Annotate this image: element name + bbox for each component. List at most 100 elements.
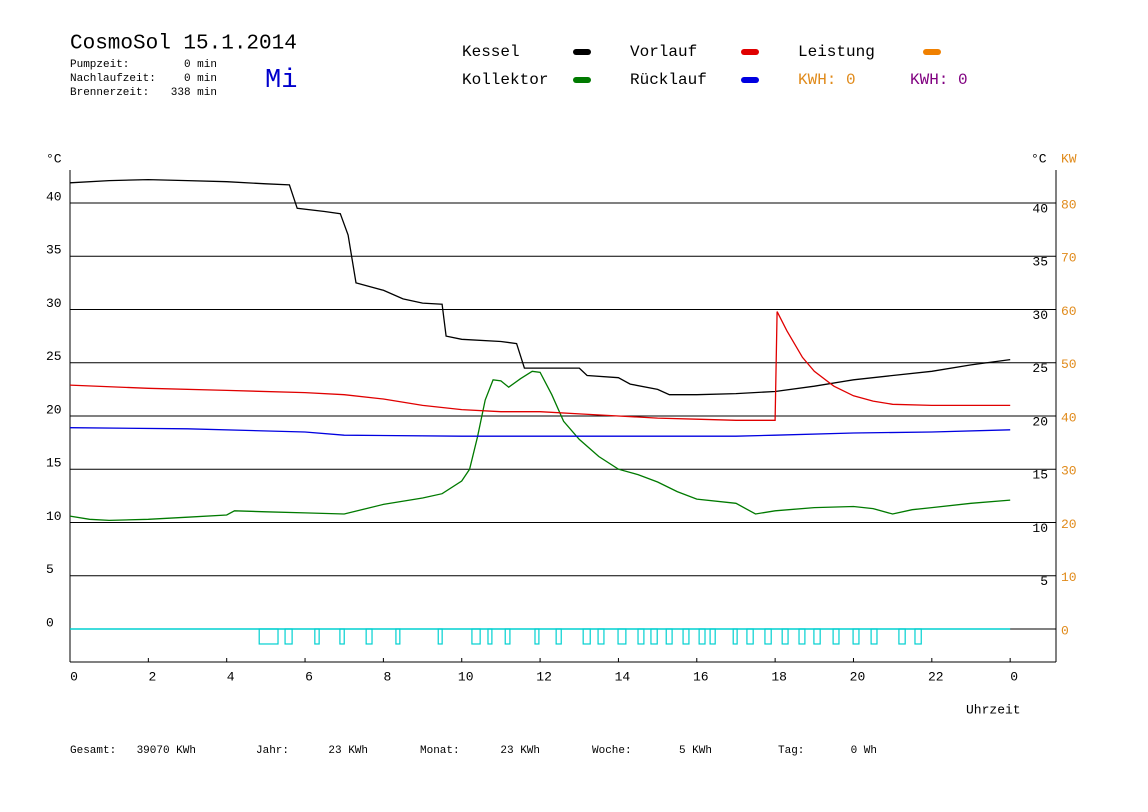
footer-value: 5 KWh: [679, 745, 712, 757]
pump-interval: [582, 628, 591, 645]
y2-tick-label: 0: [1061, 623, 1069, 638]
x-tick-label: 10: [458, 669, 474, 684]
y-tick-label-right: 20: [1032, 414, 1048, 429]
series-line: [69, 370, 1011, 522]
footer-value: 23 KWh: [328, 745, 368, 757]
y2-unit: KW: [1061, 151, 1077, 166]
legend-label: Leistung: [798, 43, 875, 61]
y-tick-label-right: 15: [1032, 468, 1048, 483]
y-tick-label: 25: [46, 349, 62, 364]
y2-tick-label: 10: [1061, 570, 1077, 585]
pump-interval: [637, 628, 645, 645]
x-tick-label: 8: [383, 669, 391, 684]
footer-value: 23 KWh: [500, 745, 540, 757]
stat-label: Brennerzeit:: [70, 87, 149, 99]
pump-interval: [534, 628, 540, 645]
footer-label: Woche:: [592, 745, 632, 757]
stat-value: 0 min: [184, 59, 217, 71]
stat-label: Pumpzeit:: [70, 59, 129, 71]
pump-interval: [665, 628, 673, 645]
pump-interval: [898, 628, 906, 645]
weekday: Mi: [265, 66, 297, 96]
pump-interval: [555, 628, 562, 645]
kwh-label: KWH: 0: [910, 71, 968, 89]
y-unit-right: °C: [1031, 151, 1047, 166]
pump-interval: [870, 628, 878, 645]
legend-label: Vorlauf: [630, 43, 697, 61]
y-tick-label-right: 10: [1032, 521, 1048, 536]
y-tick-label: 0: [46, 615, 54, 630]
y-tick-label: 20: [46, 402, 62, 417]
pump-interval: [832, 628, 840, 645]
pump-interval: [365, 628, 373, 645]
footer-label: Jahr:: [256, 745, 289, 757]
pump-interval: [504, 628, 511, 645]
footer-label: Monat:: [420, 745, 460, 757]
y2-tick-label: 80: [1061, 197, 1077, 212]
pump-interval: [682, 628, 690, 645]
y2-tick-label: 20: [1061, 517, 1077, 532]
pump-interval: [437, 628, 443, 645]
y-tick-label: 30: [46, 296, 62, 311]
y2-tick-label: 30: [1061, 464, 1077, 479]
pump-interval: [852, 628, 860, 645]
x-tick-label: 2: [148, 669, 156, 684]
x-tick-label: 22: [928, 669, 944, 684]
pump-interval: [732, 628, 738, 645]
x-tick-label: 12: [536, 669, 552, 684]
y-tick-label: 15: [46, 456, 62, 471]
y-tick-label-right: 40: [1032, 201, 1048, 216]
pump-interval: [258, 628, 279, 645]
x-tick-label: 18: [771, 669, 787, 684]
series-line: [69, 427, 1011, 437]
pump-interval: [781, 628, 789, 645]
kwh-label: KWH: 0: [798, 71, 856, 89]
y-tick-label-right: 25: [1032, 361, 1048, 376]
footer-value: 39070 KWh: [137, 745, 196, 757]
pump-interval: [487, 628, 493, 645]
x-tick-label: 16: [693, 669, 709, 684]
footer-label: Gesamt:: [70, 745, 116, 757]
footer-value: 0 Wh: [851, 745, 877, 757]
pump-interval: [914, 628, 922, 645]
pump-interval: [650, 628, 658, 645]
x-tick-label: 6: [305, 669, 313, 684]
pump-interval: [798, 628, 806, 645]
pump-interval: [339, 628, 345, 645]
pump-interval: [284, 628, 293, 645]
legend-label: Kollektor: [462, 71, 548, 89]
stat-label: Nachlaufzeit:: [70, 73, 156, 85]
pump-interval: [709, 628, 716, 645]
y-tick-label: 10: [46, 509, 62, 524]
stat-value: 0 min: [184, 73, 217, 85]
pump-interval: [395, 628, 401, 645]
pump-interval: [617, 628, 627, 645]
footer-label: Tag:: [778, 745, 804, 757]
y-tick-label: 40: [46, 189, 62, 204]
x-tick-label: 4: [227, 669, 235, 684]
pump-interval: [314, 628, 320, 645]
y-tick-label: 5: [46, 562, 54, 577]
pump-interval: [698, 628, 706, 645]
y-tick-label-right: 35: [1032, 255, 1048, 270]
series-line: [69, 311, 1011, 421]
x-tick-label: 20: [850, 669, 866, 684]
y2-tick-label: 50: [1061, 357, 1077, 372]
y2-tick-label: 40: [1061, 410, 1077, 425]
x-tick-label: 14: [615, 669, 631, 684]
pump-interval: [813, 628, 821, 645]
x-tick-label: 0: [1010, 669, 1018, 684]
legend-label: Kessel: [462, 43, 520, 61]
y-unit: °C: [46, 151, 62, 166]
stat-value: 338 min: [171, 87, 217, 99]
pump-interval: [597, 628, 605, 645]
pump-interval: [471, 628, 481, 645]
legend-label: Rücklauf: [630, 71, 707, 89]
chart-title: CosmoSol 15.1.2014: [70, 33, 297, 56]
y-tick-label: 35: [46, 243, 62, 258]
x-axis-label: Uhrzeit: [966, 702, 1021, 717]
x-tick-label: 0: [70, 669, 78, 684]
y-tick-label-right: 30: [1032, 308, 1048, 323]
y2-tick-label: 60: [1061, 304, 1077, 319]
